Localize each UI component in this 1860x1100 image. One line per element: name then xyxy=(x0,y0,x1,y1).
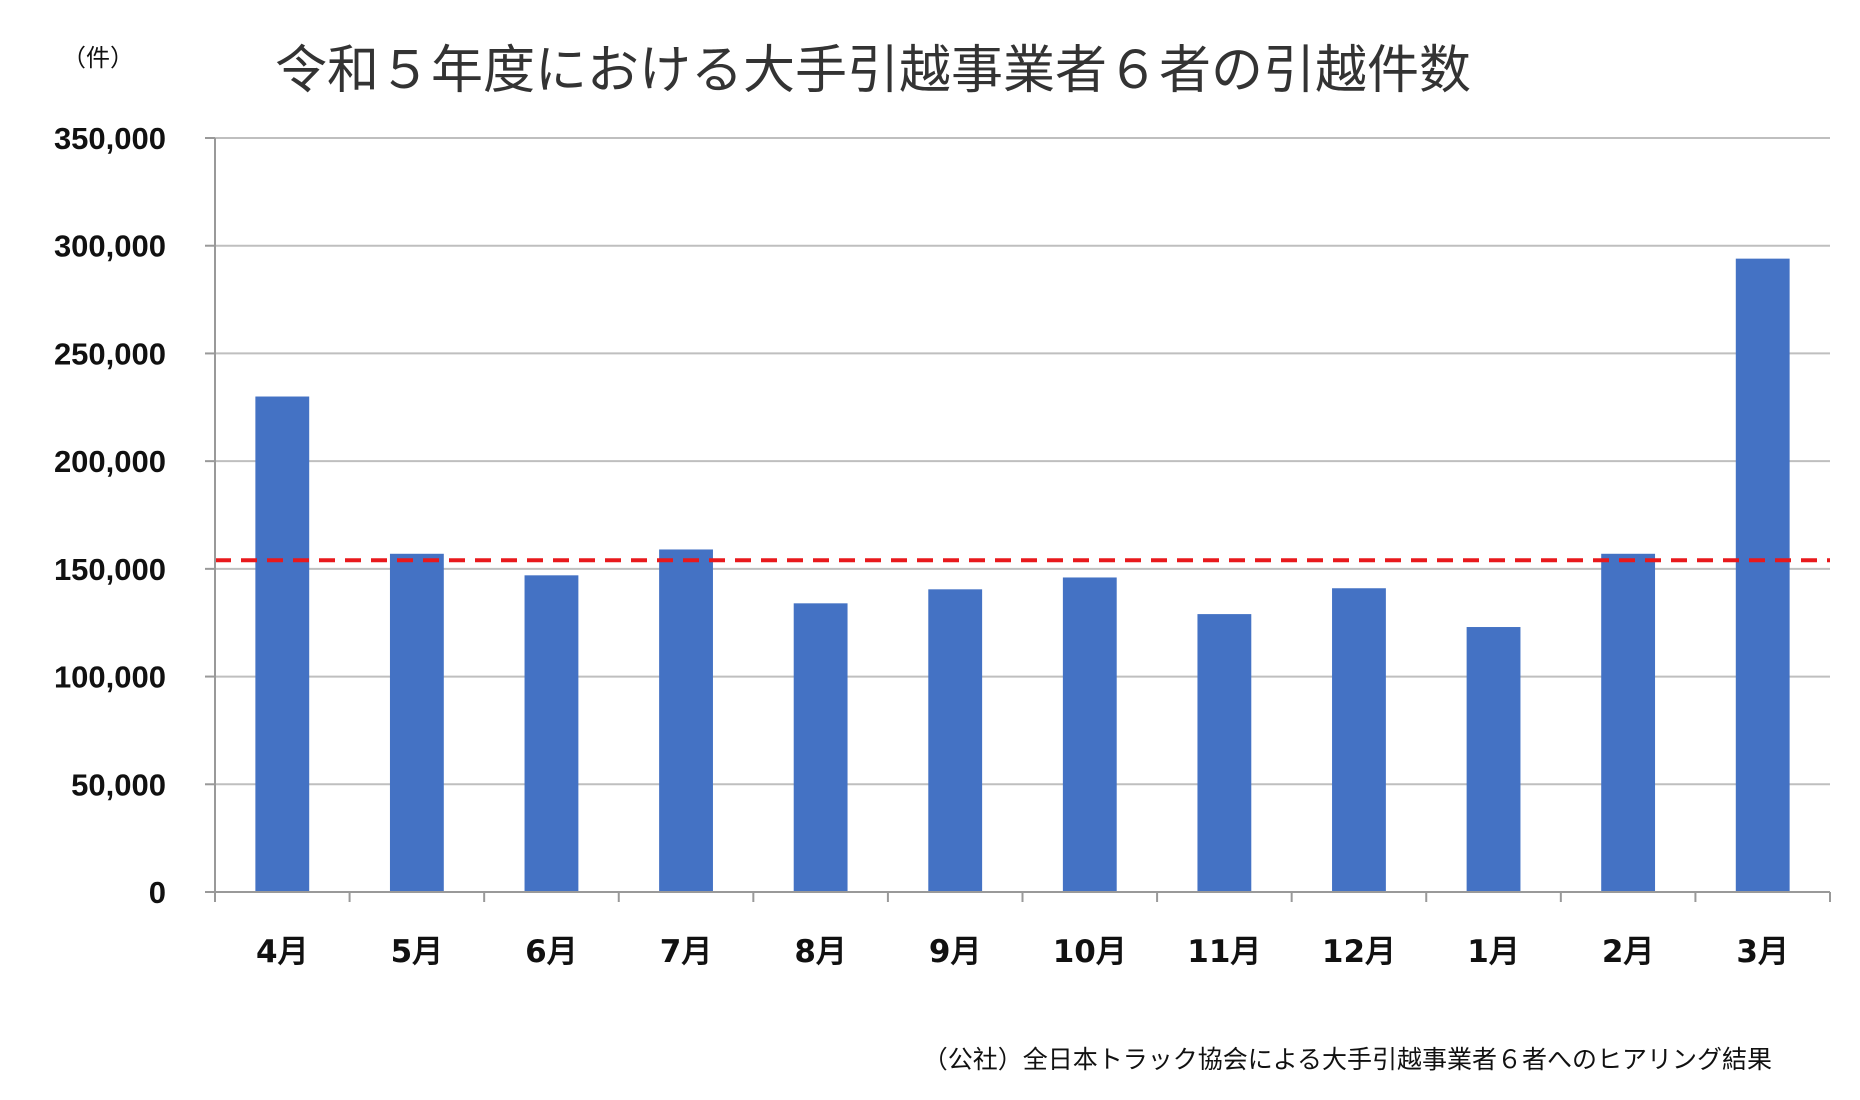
x-tick-label: 2月 xyxy=(1602,934,1655,970)
y-tick-label: 250,000 xyxy=(54,336,166,371)
bar xyxy=(524,575,579,892)
x-axis-ticks: 4月 5月 6月 7月 8月 9月 10月 11月 12月 1月 2月 3月 xyxy=(214,892,1831,970)
x-tick-label: 5月 xyxy=(391,934,444,970)
y-tick-label: 150,000 xyxy=(54,552,166,587)
bar xyxy=(659,549,713,892)
bar xyxy=(389,553,444,892)
y-axis-ticks: 0 50,000 100,000 150,000 200,000 250,000 300,0… xyxy=(54,121,215,910)
bar xyxy=(1466,627,1521,892)
x-tick-label: 8月 xyxy=(794,934,847,970)
x-tick-label: 3月 xyxy=(1736,934,1789,970)
x-tick-label: 4月 xyxy=(256,934,309,970)
x-tick-label: 6月 xyxy=(525,934,578,970)
gridlines xyxy=(215,137,1830,786)
x-tick-label: 9月 xyxy=(929,934,982,970)
bar xyxy=(793,603,848,892)
x-tick-label: 11月 xyxy=(1187,934,1261,970)
y-tick-label: 100,000 xyxy=(54,660,166,695)
x-tick-label: 12月 xyxy=(1322,934,1396,970)
bars xyxy=(255,258,1790,892)
axes xyxy=(214,138,1830,893)
bar xyxy=(1735,258,1790,892)
y-tick-label: 300,000 xyxy=(54,229,166,264)
x-tick-label: 7月 xyxy=(660,934,713,970)
bar xyxy=(255,396,310,892)
bar xyxy=(1332,588,1386,892)
bar xyxy=(1601,553,1656,892)
y-tick-label: 50,000 xyxy=(71,767,166,802)
chart-title: 令和５年度における大手引越事業者６者の引越件数 xyxy=(275,41,1471,101)
bar xyxy=(1062,577,1117,892)
x-tick-label: 10月 xyxy=(1053,934,1127,970)
bar xyxy=(928,589,983,892)
y-tick-label: 200,000 xyxy=(54,444,166,479)
x-tick-label: 1月 xyxy=(1467,934,1520,970)
y-tick-label: 350,000 xyxy=(54,121,166,156)
source-note: （公社）全日本トラック協会による大手引越事業者６者へのヒアリング結果 xyxy=(923,1045,1772,1074)
y-unit-label: （件） xyxy=(62,44,134,72)
y-tick-label: 0 xyxy=(149,875,166,910)
bar xyxy=(1197,614,1252,892)
